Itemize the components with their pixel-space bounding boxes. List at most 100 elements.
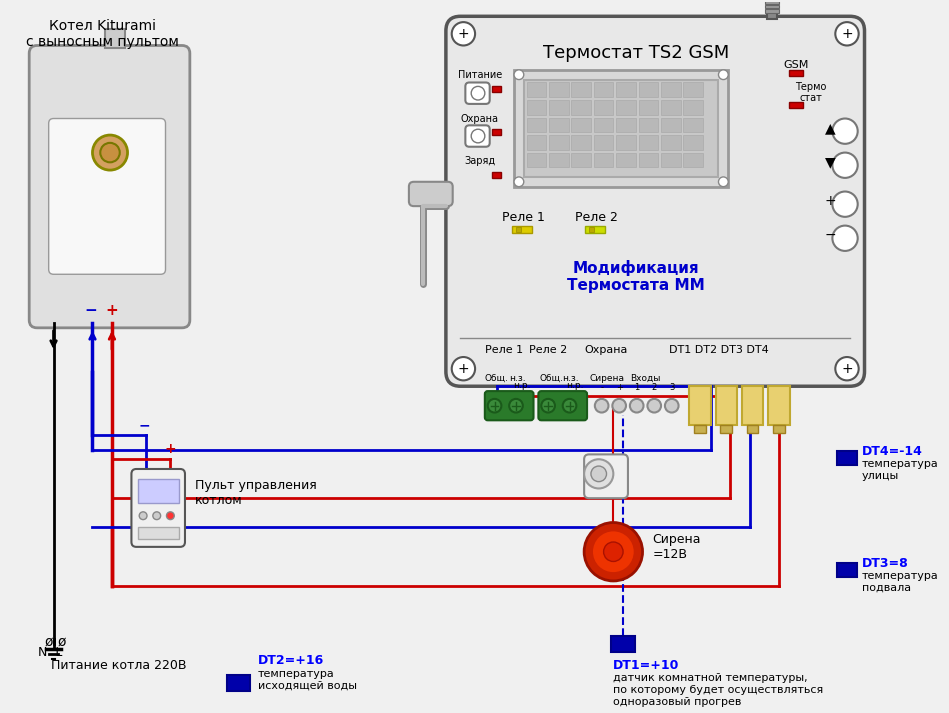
FancyBboxPatch shape: [485, 391, 533, 420]
Bar: [514, 70, 728, 187]
Bar: [571, 118, 591, 132]
Circle shape: [452, 357, 475, 381]
Text: Пульт управления
котлом: Пульт управления котлом: [195, 479, 316, 508]
Bar: [661, 135, 680, 150]
Bar: [516, 227, 521, 232]
Text: температура
улицы: температура улицы: [862, 459, 939, 481]
Circle shape: [665, 399, 679, 413]
Text: +: +: [825, 194, 836, 208]
Text: 3: 3: [669, 384, 675, 392]
Circle shape: [166, 512, 175, 520]
Text: Реле 1: Реле 1: [502, 211, 546, 224]
Bar: [683, 83, 703, 97]
Circle shape: [718, 70, 728, 80]
Text: Модификация
Термостата ММ: Модификация Термостата ММ: [567, 260, 704, 293]
Text: датчик комнатной температуры,
по которому будет осуществляться
одноразовый прогр: датчик комнатной температуры, по котором…: [613, 674, 824, 707]
Bar: [683, 153, 703, 167]
FancyBboxPatch shape: [29, 46, 190, 328]
Bar: [549, 118, 568, 132]
Bar: [571, 135, 591, 150]
Bar: [527, 118, 547, 132]
Circle shape: [585, 523, 642, 581]
Text: GSM: GSM: [784, 60, 809, 70]
Bar: [616, 135, 636, 150]
Bar: [720, 425, 732, 433]
Bar: [789, 70, 803, 76]
Bar: [139, 528, 179, 539]
Text: DT1 DT2 DT3 DT4: DT1 DT2 DT3 DT4: [669, 345, 769, 355]
Circle shape: [832, 192, 858, 217]
Bar: [594, 83, 613, 97]
Text: -: -: [600, 384, 604, 392]
Bar: [549, 83, 568, 97]
Bar: [492, 129, 501, 135]
Bar: [639, 118, 658, 132]
Bar: [837, 563, 857, 577]
Bar: [742, 386, 763, 425]
Circle shape: [835, 22, 859, 46]
Circle shape: [472, 86, 485, 100]
Circle shape: [541, 399, 555, 413]
Bar: [527, 100, 547, 115]
Text: Питание: Питание: [457, 70, 502, 80]
Bar: [512, 225, 531, 233]
Circle shape: [591, 466, 606, 482]
Text: Охрана: Охрана: [461, 113, 499, 123]
Text: н.р.: н.р.: [566, 381, 583, 391]
Bar: [616, 118, 636, 132]
Text: ▼: ▼: [825, 155, 836, 169]
Bar: [683, 100, 703, 115]
Text: −: −: [84, 303, 97, 318]
Text: +: +: [616, 384, 623, 392]
Bar: [492, 172, 501, 178]
Bar: [639, 135, 658, 150]
Bar: [768, 386, 790, 425]
Bar: [594, 100, 613, 115]
Circle shape: [604, 542, 623, 561]
Text: DT4=-14: DT4=-14: [862, 445, 922, 458]
Text: +: +: [841, 27, 853, 41]
Circle shape: [832, 118, 858, 144]
Bar: [549, 135, 568, 150]
Text: Термостат TS2 GSM: Термостат TS2 GSM: [543, 43, 729, 61]
Bar: [767, 0, 777, 19]
Bar: [616, 100, 636, 115]
Bar: [549, 100, 568, 115]
FancyBboxPatch shape: [131, 469, 185, 547]
Text: DT1=+10: DT1=+10: [613, 659, 679, 672]
Bar: [571, 83, 591, 97]
Bar: [661, 100, 680, 115]
Text: −: −: [139, 418, 150, 432]
Text: +: +: [457, 361, 469, 376]
Text: +: +: [164, 442, 177, 456]
Bar: [57, 230, 161, 265]
Text: Общ.: Общ.: [539, 374, 563, 383]
Bar: [549, 153, 568, 167]
Circle shape: [488, 399, 501, 413]
Bar: [661, 153, 680, 167]
Circle shape: [101, 143, 120, 163]
Bar: [683, 135, 703, 150]
Circle shape: [647, 399, 661, 413]
Text: н.з.: н.з.: [562, 374, 579, 383]
Bar: [105, 29, 124, 48]
Text: Котел Kiturami: Котел Kiturami: [48, 19, 156, 34]
Bar: [661, 118, 680, 132]
Text: температура
исходящей воды: температура исходящей воды: [258, 669, 357, 690]
Text: +: +: [105, 303, 119, 318]
Circle shape: [612, 399, 626, 413]
Bar: [527, 83, 547, 97]
Bar: [616, 83, 636, 97]
FancyBboxPatch shape: [465, 83, 490, 104]
Text: с выносным пультом: с выносным пультом: [26, 35, 178, 48]
Text: н.р.: н.р.: [513, 381, 530, 391]
Bar: [139, 478, 179, 503]
Bar: [594, 153, 613, 167]
Bar: [586, 225, 605, 233]
Bar: [765, 9, 779, 14]
Circle shape: [718, 177, 728, 187]
FancyBboxPatch shape: [446, 16, 865, 386]
Text: Охрана: Охрана: [585, 345, 628, 355]
Text: Термо
стат: Термо стат: [795, 81, 827, 103]
Circle shape: [832, 225, 858, 251]
